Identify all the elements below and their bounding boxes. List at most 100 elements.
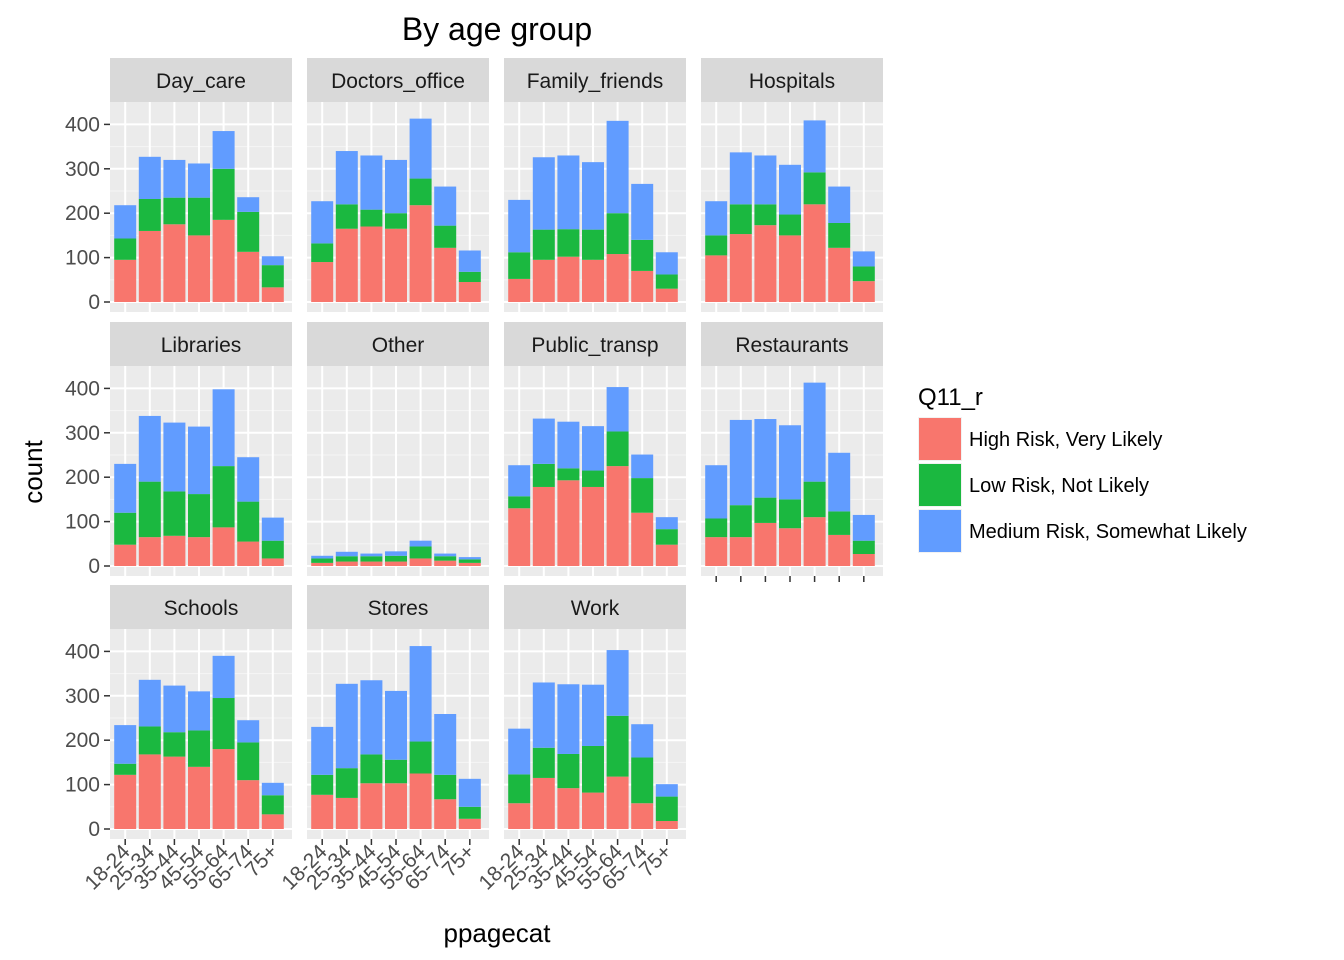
bar-segment — [434, 186, 457, 226]
bar-segment — [852, 514, 875, 541]
bar-segment — [138, 415, 161, 482]
bar-segment — [557, 155, 580, 230]
facet-strip — [110, 322, 292, 366]
bar-segment — [803, 517, 826, 566]
y-tick-label: 200 — [65, 202, 100, 225]
bar-segment — [188, 197, 210, 236]
facet-other: Other — [307, 322, 489, 576]
y-tick-label: 100 — [65, 511, 100, 534]
bar-segment — [114, 774, 137, 829]
bar-segment — [434, 553, 457, 557]
bar-segment — [212, 168, 235, 220]
bar-segment — [458, 557, 481, 560]
bar-segment — [335, 768, 358, 798]
bar-segment — [606, 650, 629, 716]
bar-segment — [360, 155, 383, 210]
bar-segment — [655, 784, 678, 797]
bar-segment — [606, 776, 629, 829]
bar-segment — [754, 522, 777, 566]
bar-segment — [409, 540, 432, 547]
bar-segment — [705, 201, 728, 236]
y-tick-label: 300 — [65, 685, 100, 708]
facet-strip — [504, 585, 686, 629]
bar-segment — [557, 753, 580, 789]
bar-segment — [434, 714, 457, 775]
bar-segment — [335, 228, 358, 302]
bar-segment — [360, 553, 383, 557]
legend-swatch — [919, 418, 961, 460]
bar-segment — [163, 422, 186, 492]
bar-segment — [261, 782, 284, 796]
legend-item-high-risk-very-likely: High Risk, Very Likely — [918, 417, 1162, 461]
bar-segment — [434, 799, 457, 829]
bar-segment — [779, 425, 801, 500]
facet-strip — [307, 585, 489, 629]
y-tick-label: 100 — [65, 247, 100, 270]
bar-segment — [138, 754, 161, 829]
bar-segment — [311, 774, 334, 795]
bar-segment — [311, 243, 334, 263]
bar-segment — [360, 556, 383, 562]
facet-strip — [701, 322, 883, 366]
bar-segment — [705, 235, 728, 256]
legend-label: Low Risk, Not Likely — [969, 475, 1149, 497]
bar-segment — [138, 679, 161, 727]
bar-segment — [631, 512, 654, 566]
bar-segment — [434, 247, 457, 302]
bar-segment — [434, 560, 457, 566]
bar-segment — [335, 204, 358, 229]
bar-segment — [655, 274, 678, 289]
bar-segment — [458, 250, 481, 272]
bar-segment — [434, 225, 457, 248]
bar-segment — [409, 741, 432, 774]
bar-segment — [385, 213, 407, 229]
bar-segment — [458, 282, 481, 302]
bar-segment — [828, 186, 851, 223]
facet-strip-label: Day_care — [156, 70, 246, 93]
y-tick-label: 300 — [65, 158, 100, 181]
bar-segment — [729, 505, 752, 538]
y-tick-label: 0 — [88, 818, 100, 841]
bar-segment — [114, 725, 137, 764]
bar-segment — [335, 683, 358, 769]
y-tick-label: 200 — [65, 466, 100, 489]
bar-segment — [508, 803, 531, 829]
bar-segment — [828, 534, 851, 566]
bar-segment — [754, 225, 777, 302]
bar-segment — [458, 818, 481, 829]
bar-segment — [212, 698, 235, 750]
bar-segment — [803, 172, 826, 205]
bar-segment — [212, 466, 235, 528]
bar-segment — [655, 517, 678, 530]
bar-segment — [114, 259, 137, 302]
bar-segment — [655, 796, 678, 822]
bar-segment — [237, 720, 260, 743]
bar-segment — [705, 518, 728, 538]
bar-segment — [779, 235, 801, 302]
facet-doctors-office: Doctors_office — [307, 58, 489, 312]
bar-segment — [754, 204, 777, 226]
bar-segment — [631, 270, 654, 302]
bar-segment — [655, 821, 678, 829]
legend-item-low-risk-not-likely: Low Risk, Not Likely — [918, 463, 1149, 507]
bar-segment — [508, 774, 531, 804]
bar-segment — [188, 537, 210, 566]
bar-segment — [311, 558, 334, 563]
bar-segment — [385, 551, 407, 556]
bar-segment — [557, 684, 580, 754]
facet-strip — [307, 58, 489, 102]
bar-segment — [188, 426, 210, 495]
bar-segment — [828, 222, 851, 248]
legend: Q11_r High Risk, Very Likely Low Risk, No… — [918, 384, 1247, 553]
bar-segment — [458, 806, 481, 819]
bar-segment — [779, 164, 801, 215]
bar-segment — [631, 724, 654, 758]
bar-segment — [261, 540, 284, 559]
bar-segment — [852, 251, 875, 267]
bar-segment — [631, 803, 654, 829]
bar-segment — [212, 655, 235, 699]
bar-segment — [237, 501, 260, 542]
bar-segment — [655, 252, 678, 275]
